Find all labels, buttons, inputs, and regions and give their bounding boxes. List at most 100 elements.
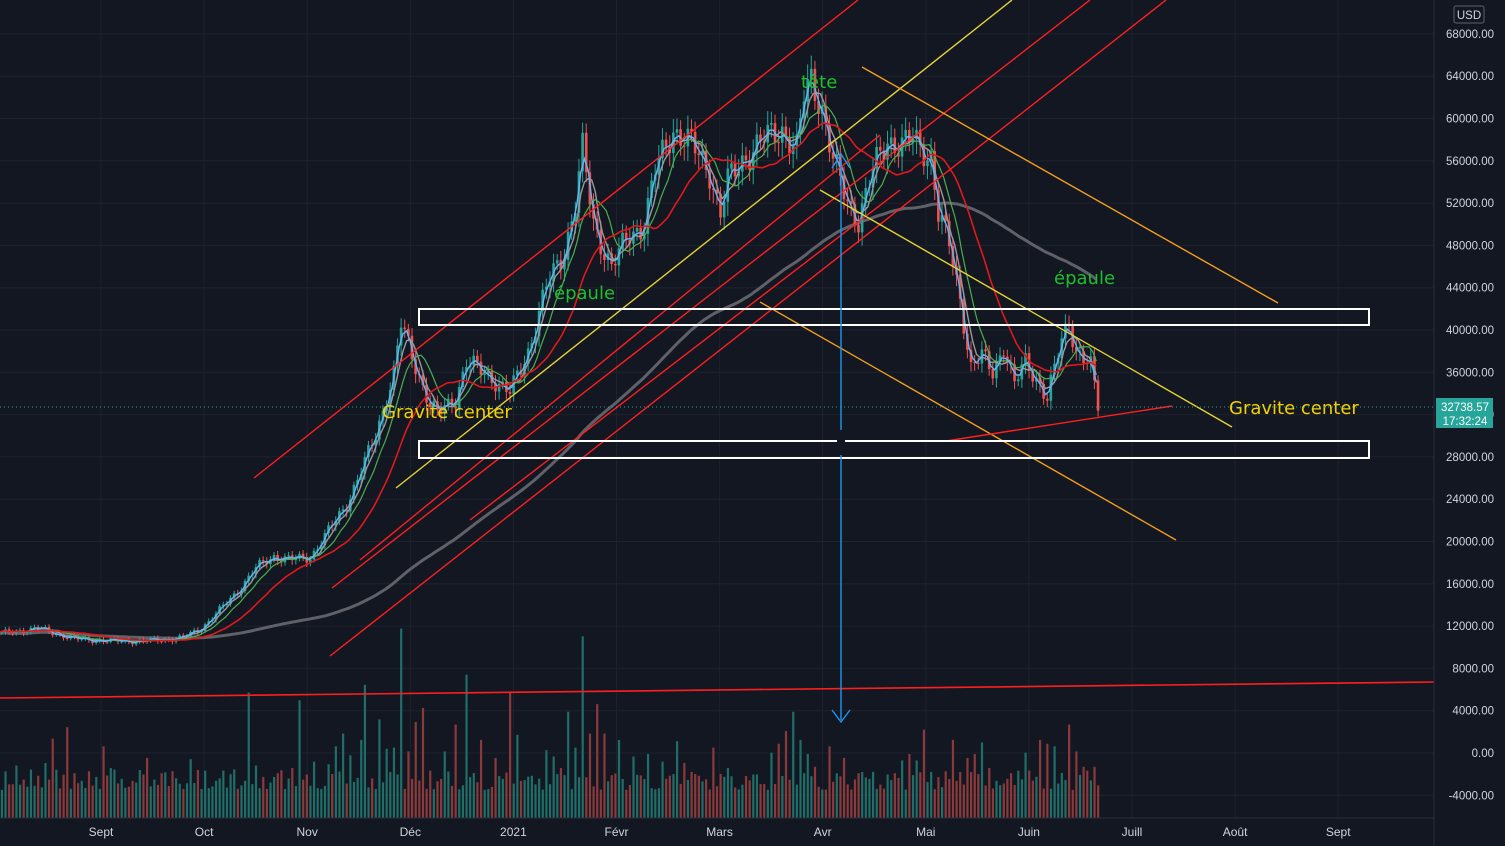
- volume-bar: [795, 784, 798, 818]
- orange-lower-line[interactable]: [759, 301, 1177, 541]
- candle-body: [744, 155, 748, 161]
- volume-bar: [853, 779, 857, 818]
- volume-bar: [661, 761, 664, 818]
- candle-body: [486, 371, 490, 374]
- support-zone[interactable]: [418, 440, 1370, 459]
- volume-bar: [585, 777, 588, 818]
- currency-badge[interactable]: USD: [1453, 5, 1485, 24]
- candle-body: [958, 274, 962, 299]
- volume-bar: [523, 780, 526, 818]
- volume-bar: [548, 784, 552, 818]
- volume-bar: [570, 789, 573, 818]
- volume-bar: [636, 774, 639, 818]
- drawings-layer[interactable]: tête épaule épaule Gravite center Gravit…: [0, 0, 1435, 724]
- volume-bar: [0, 789, 4, 818]
- volume-bar: [588, 733, 592, 818]
- volume-bar: [116, 783, 120, 818]
- volume-bar: [846, 784, 849, 818]
- volume-bar: [225, 787, 229, 818]
- candle-body: [105, 641, 109, 643]
- volume-bar: [294, 785, 298, 818]
- volume-bar: [995, 780, 998, 818]
- time-axis[interactable]: Sept Oct Nov Déc 2021 Févr Mars Avr Mai Juin Juill…: [89, 825, 1352, 839]
- volume-bar: [1068, 724, 1071, 818]
- volume-bar: [62, 774, 65, 818]
- volume-bar: [22, 779, 25, 818]
- volume-bar: [734, 787, 737, 818]
- volume-bar: [541, 789, 544, 818]
- candle-body: [574, 212, 577, 222]
- orange-upper-line[interactable]: [861, 66, 1279, 304]
- volume-bar: [244, 780, 247, 818]
- candle-body: [973, 362, 976, 364]
- volume-bar: [280, 770, 283, 818]
- volume-bar: [400, 628, 403, 818]
- channel-line-3[interactable]: [329, 0, 1167, 657]
- volume-bar: [879, 784, 882, 818]
- volume-bar: [142, 774, 145, 818]
- volume-bar: [690, 771, 693, 818]
- volume-bar: [120, 778, 123, 818]
- resistance-zone[interactable]: [418, 308, 1370, 326]
- volume-bar: [599, 789, 602, 818]
- volume-bar: [1031, 780, 1034, 818]
- y-tick-label: -4000.00: [1449, 790, 1494, 802]
- candle-body: [719, 193, 722, 218]
- volume-bar: [646, 754, 650, 818]
- volume-bar: [1057, 783, 1060, 818]
- channel-line-1[interactable]: [253, 0, 859, 479]
- volume-bar: [984, 785, 987, 818]
- candle-body: [465, 367, 468, 372]
- candle-body: [51, 631, 54, 636]
- x-tick-label: Sept: [89, 825, 114, 839]
- yellow-trend-line[interactable]: [395, 0, 1013, 489]
- label-head: tête: [801, 72, 837, 93]
- candle-body: [581, 132, 584, 172]
- candle-body: [515, 370, 519, 376]
- candle-body: [94, 640, 98, 644]
- x-tick-label: Févr: [605, 825, 629, 839]
- volume-bar: [799, 739, 802, 818]
- volume-bar: [182, 788, 185, 818]
- volume-bar: [1028, 770, 1031, 818]
- candle-body: [388, 389, 392, 408]
- volume-bar: [556, 774, 559, 818]
- volume-bar: [1078, 774, 1082, 818]
- y-tick-label: 4000.00: [1452, 706, 1494, 718]
- volume-bar: [258, 788, 261, 818]
- volume-bar: [828, 746, 831, 818]
- volume-bar: [410, 778, 414, 818]
- volume-bar: [973, 754, 976, 818]
- volume-bar: [37, 775, 40, 818]
- volume-bar: [926, 782, 929, 818]
- candle-body: [900, 137, 904, 157]
- candle-body: [1096, 380, 1100, 411]
- candle-body: [857, 224, 860, 233]
- channel-line-4[interactable]: [359, 134, 881, 561]
- channel-line-5[interactable]: [469, 189, 901, 521]
- volume-bar: [403, 788, 406, 818]
- candle-body: [192, 629, 196, 632]
- candle-body: [824, 105, 828, 124]
- support-line[interactable]: [945, 405, 1173, 442]
- candle-body: [152, 637, 156, 639]
- volume-bar: [421, 707, 425, 818]
- long-support-line[interactable]: [0, 681, 1435, 699]
- volume-bar: [959, 771, 962, 818]
- candle-body: [737, 171, 740, 177]
- candle-body: [541, 289, 544, 311]
- candle-body: [715, 189, 719, 194]
- volume-bar: [254, 765, 258, 818]
- channel-line-2[interactable]: [331, 0, 1091, 589]
- candle-body: [160, 641, 163, 643]
- candle-body: [650, 180, 653, 199]
- volume-bar: [91, 785, 94, 818]
- candle-body: [1053, 363, 1056, 375]
- volume-bar: [40, 787, 43, 818]
- candle-body: [497, 383, 501, 392]
- volume-bar: [487, 789, 490, 818]
- candle-body: [613, 263, 617, 266]
- candle-body: [875, 146, 878, 169]
- candle-body: [661, 139, 664, 159]
